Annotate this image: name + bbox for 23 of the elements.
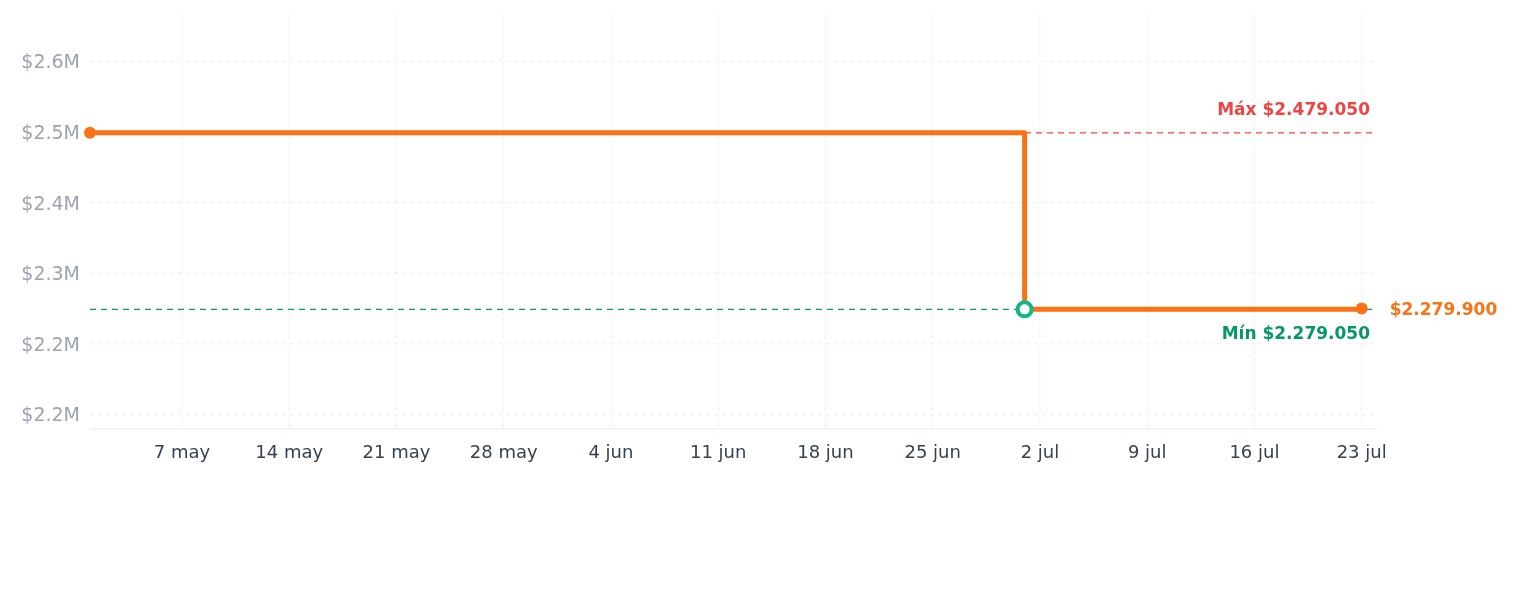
x-tick-label: 4 jun — [588, 441, 634, 462]
y-tick-label: $2.6M — [21, 50, 80, 73]
point — [1355, 302, 1368, 315]
ref-line-label: Mín $2.279.050 — [1221, 323, 1371, 344]
y-tick-label: $2.2M — [21, 332, 80, 355]
x-tick-label: 11 jun — [689, 441, 747, 462]
x-tick-label: 9 jul — [1127, 441, 1167, 462]
x-tick-label: 14 may — [255, 441, 324, 462]
x-tick-label: 21 may — [362, 441, 431, 462]
y-tick-label: $2.4M — [21, 191, 80, 214]
y-tick-label: $2.3M — [21, 262, 80, 285]
x-tick-label: 7 may — [153, 441, 211, 462]
x-tick-label: 18 jun — [797, 441, 854, 462]
y-tick-label: $2.2M — [21, 403, 80, 426]
x-tick-label: 28 may — [469, 441, 538, 462]
point — [84, 126, 96, 139]
annotation: $2.279.900 — [1389, 298, 1498, 319]
x-tick-label: 23 jul — [1336, 441, 1387, 462]
ref-line-label: Máx $2.479.050 — [1217, 98, 1371, 119]
x-tick-label: 25 jun — [904, 441, 961, 462]
x-tick-label: 2 jul — [1020, 441, 1060, 462]
x-tick-label: 16 jul — [1229, 441, 1280, 462]
y-tick-label: $2.5M — [21, 120, 80, 143]
